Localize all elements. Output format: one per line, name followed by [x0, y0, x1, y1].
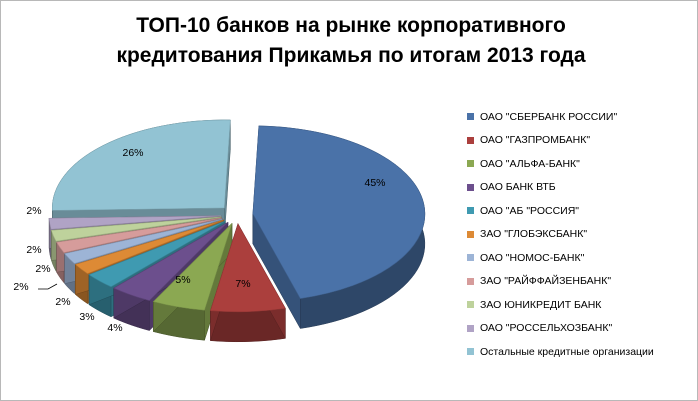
- legend-swatch: [467, 301, 474, 309]
- legend-item-6: ЗАО "ГЛОБЭКСБАНК": [467, 223, 654, 247]
- data-label-9: 2%: [26, 244, 41, 256]
- legend-swatch: [467, 160, 474, 168]
- legend-item-4: ОАО БАНК ВТБ: [467, 176, 654, 200]
- data-label-1: 45%: [364, 177, 385, 189]
- pie-slice-top: [252, 125, 426, 299]
- chart-title-line-1: ТОП-10 банков на рынке корпоративного: [136, 14, 566, 37]
- legend-item-9: ЗАО ЮНИКРЕДИТ БАНК: [467, 293, 654, 317]
- legend-item-10: ОАО "РОССЕЛЬХОЗБАНК": [467, 317, 654, 341]
- legend-swatch: [467, 113, 474, 121]
- data-label-11: 26%: [122, 147, 143, 159]
- pie-slice-top: [74, 219, 224, 274]
- legend-label: ОАО "НОМОС-БАНК": [480, 251, 585, 264]
- legend-label: ОАО "СБЕРБАНК РОССИИ": [480, 110, 618, 123]
- pie-slice-top: [48, 215, 222, 230]
- legend-label: ОАО "РОССЕЛЬХОЗБАНК": [480, 322, 613, 335]
- legend-label: ЗАО ЮНИКРЕДИТ БАНК: [480, 298, 602, 311]
- pie-slice-3: [152, 222, 233, 341]
- legend-swatch: [467, 230, 474, 238]
- legend-item-11: Остальные кредитные организации: [467, 340, 654, 364]
- pie-slice-top: [152, 223, 233, 311]
- data-label-3: 5%: [175, 274, 190, 286]
- legend-swatch: [467, 348, 474, 356]
- chart-title: ТОП-10 банков на рынке корпоративного кр…: [61, 11, 641, 71]
- legend-item-8: ЗАО "РАЙФФАЙЗЕНБАНК": [467, 270, 654, 294]
- legend-label: ОАО "АЛЬФА-БАНК": [480, 157, 580, 170]
- chart-legend: ОАО "СБЕРБАНК РОССИИ" ОАО "ГАЗПРОМБАНК" ОА…: [467, 105, 654, 364]
- pie-slice-top: [210, 223, 286, 313]
- data-label-4: 4%: [107, 322, 122, 334]
- legend-label: ОАО "ГАЗПРОМБАНК": [480, 134, 591, 147]
- legend-label: ОАО "АБ "РОССИЯ": [480, 204, 580, 217]
- legend-label: Остальные кредитные организации: [480, 345, 654, 358]
- chart-title-line-2: кредитования Прикамья по итогам 2013 год…: [116, 44, 586, 67]
- legend-item-2: ОАО "ГАЗПРОМБАНК": [467, 129, 654, 153]
- legend-item-7: ОАО "НОМОС-БАНК": [467, 246, 654, 270]
- legend-label: ОАО БАНК ВТБ: [480, 181, 556, 194]
- legend-item-5: ОАО "АБ "РОССИЯ": [467, 199, 654, 223]
- legend-swatch: [467, 324, 474, 332]
- pie-slice-top: [52, 119, 231, 211]
- pie-slice-1: [252, 125, 426, 330]
- legend-item-1: ОАО "СБЕРБАНК РОССИИ": [467, 105, 654, 129]
- legend-label: ЗАО "ГЛОБЭКСБАНК": [480, 228, 588, 241]
- pie-slice-2: [210, 222, 286, 343]
- legend-swatch: [467, 277, 474, 285]
- data-label-10: 2%: [26, 205, 41, 217]
- legend-swatch: [467, 183, 474, 191]
- pie-slice-top: [88, 220, 226, 288]
- data-label-2: 7%: [235, 278, 250, 290]
- pie-slice-top: [64, 218, 223, 264]
- legend-item-3: ОАО "АЛЬФА-БАНК": [467, 152, 654, 176]
- data-label-5: 3%: [79, 311, 94, 323]
- leader-line: [38, 283, 58, 290]
- legend-swatch: [467, 136, 474, 144]
- pie-slice-top: [51, 216, 222, 242]
- data-label-7: 2%: [13, 281, 28, 293]
- pie-slice-top: [113, 222, 229, 301]
- pie-slice-top: [56, 217, 222, 253]
- legend-swatch: [467, 207, 474, 215]
- data-label-6: 2%: [55, 296, 70, 308]
- legend-swatch: [467, 254, 474, 262]
- legend-label: ЗАО "РАЙФФАЙЗЕНБАНК": [480, 275, 612, 288]
- data-label-8: 2%: [35, 263, 50, 275]
